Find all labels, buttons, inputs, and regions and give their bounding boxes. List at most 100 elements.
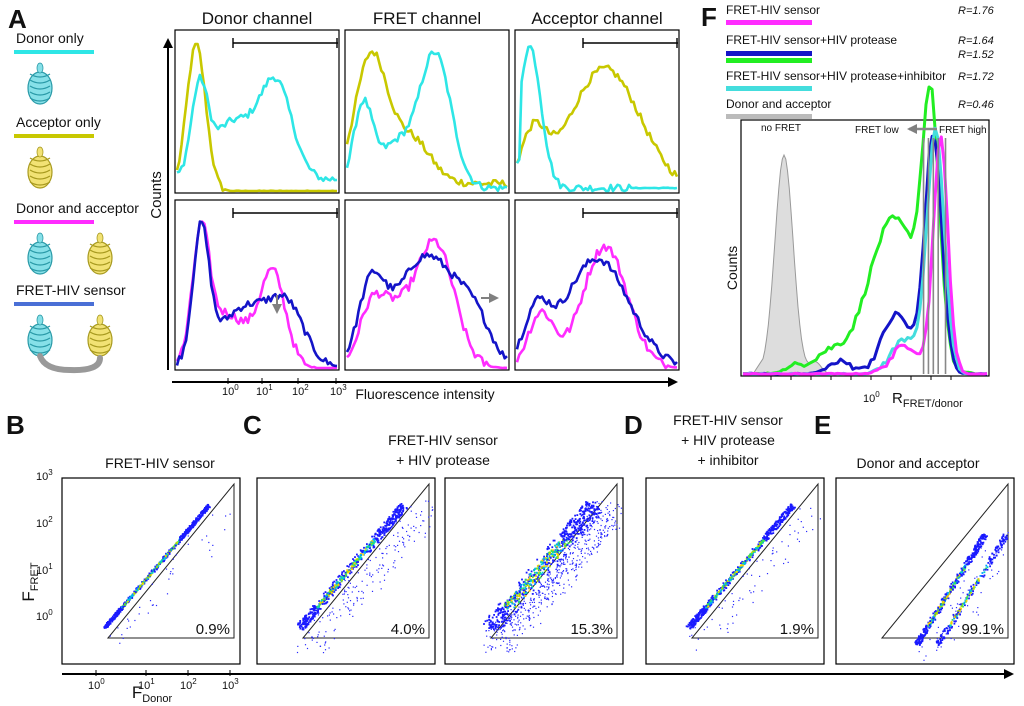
scatter-point [355,565,358,568]
scatter-point [976,576,978,578]
scatter-point [941,607,943,609]
scatter-point [490,649,492,651]
scatter-point [564,545,567,548]
scatter-point [360,597,362,600]
scatter-point [956,580,958,583]
tick-label: 103 [330,383,347,398]
scatter-point [342,599,344,601]
scatter-point [374,540,376,543]
scatter-point [569,536,572,538]
scatter-point [787,507,789,510]
scatter-point [972,590,974,593]
scatter-point [527,585,530,588]
hist-f-donor-acceptor [752,153,842,375]
scatter-point [720,628,722,630]
scatter-point [983,533,985,536]
scatter-point [206,505,209,507]
scatter-point [183,531,186,533]
scatter-point [593,540,595,542]
scatter-point [943,628,946,630]
scatter-point [319,608,322,610]
legend-a-swatch-2 [14,220,94,224]
scatter-point [339,578,341,581]
legend-f-r-2: R=1.72 [958,71,994,83]
scatter-point [139,585,141,588]
scatter-point [540,601,542,604]
scatter-point [401,505,404,508]
scatter-point [400,507,403,509]
donor-protein-icon [27,62,53,105]
scatter-point [974,545,976,548]
scatter-point [389,520,391,523]
scatter-point [185,531,188,534]
scatter-point [376,533,379,536]
legend-f-label-0: FRET-HIV sensor [726,3,820,17]
scatter-point [693,625,695,627]
scatter-point [790,503,792,506]
scatter-point [307,623,309,626]
scatter-point [794,506,796,509]
scatter-point [956,613,959,616]
legend-a-label-1: Acceptor only [16,114,101,130]
scatter-point [581,505,584,508]
scatter-point [938,609,941,611]
scatter-point [518,581,520,584]
scatter-point [191,523,194,526]
scatter-point [547,567,549,570]
scatter-point [518,619,520,621]
scatter-point [973,548,975,551]
scatter-point [398,515,401,518]
scatter-point [302,617,305,620]
scatter-point [510,599,513,602]
scatter-point [557,550,560,553]
legend-f-r2-1: R=1.52 [958,49,994,61]
scatter-point [187,531,190,534]
scatter-point [566,559,568,561]
scatter-point [968,557,970,560]
scatter-point [387,568,389,570]
scatter-point [563,539,566,542]
scatter-point [977,548,980,551]
scatter-point [517,614,519,616]
scatter-point [415,516,418,518]
scatter-point [503,624,506,627]
scatter-point [575,537,578,539]
scatter-point [974,582,977,584]
scatter-point [493,630,496,632]
scatter-point [578,519,580,522]
scatter-point [970,590,972,592]
scatter-point [963,571,965,573]
scatter-point [509,605,512,607]
scatter-point [415,513,417,515]
scatter-point [540,561,542,563]
scatter-point [561,573,563,575]
scatter-point [568,536,570,538]
scatter-point [369,572,371,574]
scatter-point [397,551,400,553]
scatter-point [397,535,399,538]
scatter-point [347,586,349,588]
scatter-point [597,542,599,544]
scatter-point [338,574,341,577]
scatter-point [548,583,550,586]
scatter-point [562,571,564,573]
scatter-point [346,565,349,567]
scatter-point [351,591,353,593]
scatter-point [366,550,369,553]
scatter-point [511,602,514,605]
scatter-point [584,539,586,541]
scatter-point [539,576,542,579]
scatter-point [551,581,553,583]
scatter-point [605,507,607,509]
gate-percent: 1.9% [780,621,814,638]
scatter-point [313,613,316,616]
scatter-point [983,538,986,540]
scatter-point [343,603,345,605]
legend-f-r-0: R=1.76 [958,5,995,17]
scatter-point [121,634,123,636]
scatter-title-d-line2: + HIV protease [681,432,775,448]
tick-label: 101 [256,383,273,398]
scatter-point [384,529,386,532]
panel-letter-a: A [8,4,27,34]
scatter-point [523,600,525,602]
